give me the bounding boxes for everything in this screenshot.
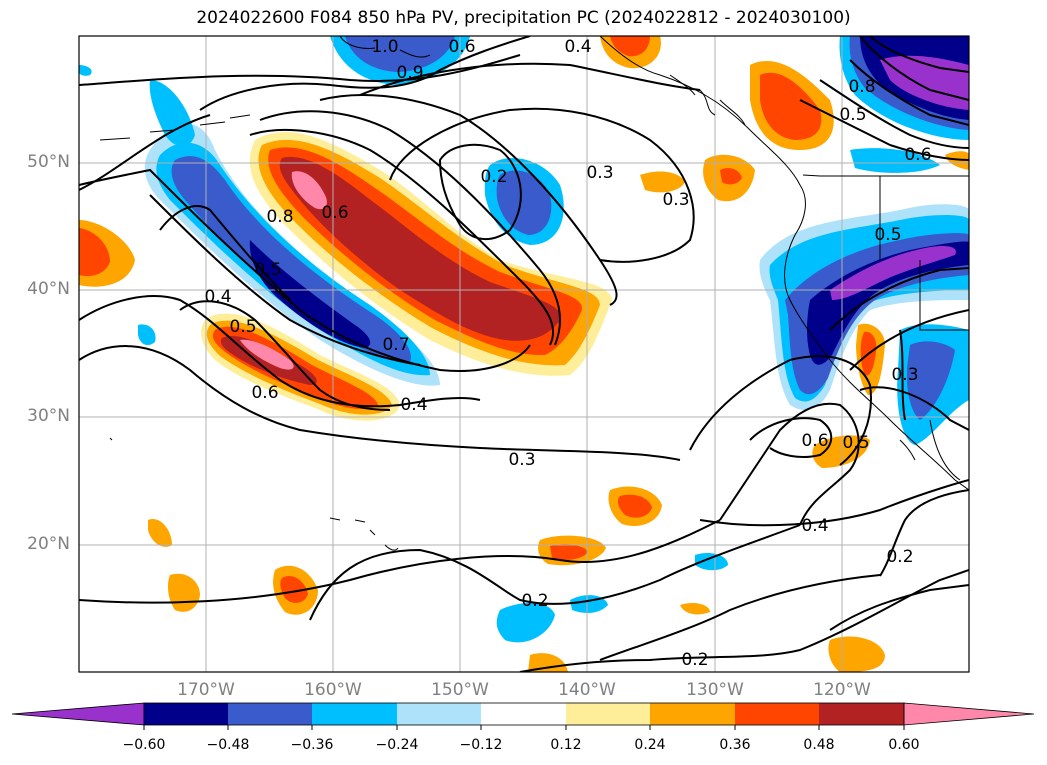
precip-shading [79, 36, 969, 672]
colorbar-tick-label: −0.12 [459, 737, 503, 753]
map-title: 2024022600 F084 850 hPa PV, precipitatio… [196, 8, 851, 28]
contour-label: 0.3 [891, 365, 918, 385]
colorbar-segment [735, 703, 819, 725]
lon-label: 150°W [431, 680, 489, 700]
contour-label: 0.4 [801, 516, 828, 536]
contour-label: 0.5 [842, 433, 869, 453]
contour-label: 0.5 [229, 317, 256, 337]
pv-contours [79, 36, 969, 672]
lat-label: 40°N [27, 279, 70, 299]
colorbar-segment [481, 703, 566, 725]
colorbar [11, 702, 1035, 730]
lon-label: 120°W [813, 680, 871, 700]
colorbar-extend-low [11, 702, 145, 726]
contour-label: 0.9 [396, 63, 423, 83]
contour-label: 0.5 [874, 225, 901, 245]
lat-label: 30°N [27, 406, 70, 426]
colorbar-tick-label: 0.36 [719, 737, 751, 753]
colorbar-extend-high [903, 702, 1035, 726]
colorbar-tick-label: −0.48 [206, 737, 250, 753]
colorbar-segment [650, 703, 735, 725]
lat-label: 50°N [27, 152, 70, 172]
lat-label: 20°N [27, 534, 70, 554]
plot-frame [78, 35, 970, 673]
contour-label: 0.4 [564, 37, 591, 57]
colorbar-segment [312, 703, 397, 725]
contour-label: 0.6 [448, 37, 475, 57]
contour-label: 0.2 [480, 167, 507, 187]
colorbar-segment [566, 703, 650, 725]
contour-label: 0.2 [681, 650, 708, 670]
colorbar-tick-label: −0.24 [375, 737, 419, 753]
contour-label: 0.4 [400, 395, 427, 415]
contour-label: 0.3 [508, 450, 535, 470]
contour-label: 1.0 [371, 37, 398, 57]
lon-label: 170°W [177, 680, 235, 700]
contour-label: 0.6 [801, 431, 828, 451]
contour-label: 0.8 [266, 207, 293, 227]
colorbar-segment [228, 703, 312, 725]
contour-label: 0.3 [662, 190, 689, 210]
coastlines [99, 36, 969, 551]
colorbar-segment [397, 703, 481, 725]
colorbar-tick-label: 0.60 [888, 737, 920, 753]
lon-label: 130°W [686, 680, 744, 700]
lon-label: 140°W [558, 680, 616, 700]
contour-labels: 1.0 0.9 0.6 0.4 0.2 0.3 0.3 0.8 0.6 0.5 … [204, 37, 931, 670]
contour-label: 0.6 [904, 145, 931, 165]
contour-label: 0.3 [586, 163, 613, 183]
colorbar-tick-label: 0.24 [634, 737, 666, 753]
colorbar-tick-label: −0.60 [122, 737, 166, 753]
colorbar-segment [819, 703, 904, 725]
contour-label: 0.2 [886, 547, 913, 567]
contour-label: 0.7 [382, 335, 409, 355]
gridlines [79, 36, 969, 672]
lon-label: 160°W [304, 680, 362, 700]
contour-label: 0.6 [251, 383, 278, 403]
contour-label: 0.5 [254, 260, 281, 280]
contour-label: 0.6 [321, 203, 348, 223]
colorbar-tick-label: 0.48 [803, 737, 835, 753]
colorbar-tick-label: −0.36 [290, 737, 334, 753]
colorbar-tick-label: 0.12 [550, 737, 582, 753]
colorbar-segment [144, 703, 228, 725]
contour-label: 0.8 [848, 77, 875, 97]
contour-label: 0.5 [839, 105, 866, 125]
contour-label: 0.4 [204, 287, 231, 307]
contour-label: 0.2 [521, 591, 548, 611]
